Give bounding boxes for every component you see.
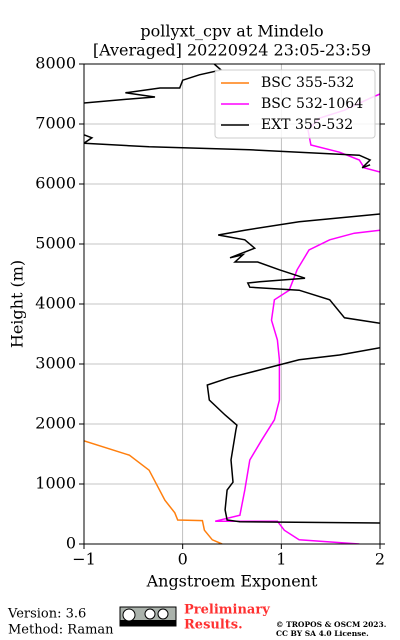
cc-badge xyxy=(119,606,177,627)
profile-line xyxy=(84,440,223,544)
copyright: © TROPOS & OSCM 2023. xyxy=(276,620,386,629)
y-tick-label: 8000 xyxy=(35,54,76,73)
version: Version: 3.6 xyxy=(7,607,86,622)
plot-frame xyxy=(83,63,381,545)
y-tick-label: 6000 xyxy=(35,174,76,193)
y-tick-label: 5000 xyxy=(35,234,76,253)
license: CC BY SA 4.0 License. xyxy=(276,629,369,638)
method: Method: Raman xyxy=(8,623,114,638)
x-tick-label: 0 xyxy=(178,550,188,569)
y-tick-label: 3000 xyxy=(35,354,76,373)
legend-label: BSC 355-532 xyxy=(261,75,354,91)
y-tick-label: 0 xyxy=(66,534,76,553)
x-tick-label: 1 xyxy=(276,550,286,569)
profile-line xyxy=(84,64,380,524)
legend-label: BSC 532-1064 xyxy=(261,96,363,112)
preliminary: Results. xyxy=(184,618,243,633)
y-axis-label: Height (m) xyxy=(8,260,27,348)
y-tick-label: 4000 xyxy=(35,294,76,313)
x-axis-label: Angstroem Exponent xyxy=(146,572,318,591)
y-tick-label: 1000 xyxy=(35,474,76,493)
legend-label: EXT 355-532 xyxy=(261,117,353,133)
chart-subtitle: [Averaged] 20220924 23:05-23:59 xyxy=(93,41,371,60)
x-tick-label: −1 xyxy=(72,550,96,569)
y-tick-label: 2000 xyxy=(35,414,76,433)
y-tick-label: 7000 xyxy=(35,114,76,133)
preliminary: Preliminary xyxy=(184,603,270,618)
chart-title: pollyxt_cpv at Mindelo xyxy=(140,22,323,41)
x-tick-label: 2 xyxy=(375,550,385,569)
legend-box xyxy=(214,69,376,139)
